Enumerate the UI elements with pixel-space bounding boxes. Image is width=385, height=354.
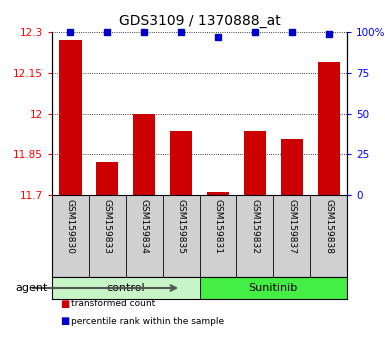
Bar: [207, 192, 229, 195]
Text: GSM159832: GSM159832: [250, 199, 259, 254]
Text: ■: ■: [60, 299, 69, 309]
Text: control: control: [106, 283, 145, 293]
Bar: [96, 162, 118, 195]
Bar: [170, 131, 192, 195]
Text: GSM159834: GSM159834: [140, 199, 149, 254]
Bar: [244, 131, 266, 195]
Text: GSM159837: GSM159837: [287, 199, 296, 254]
Text: GSM159831: GSM159831: [213, 199, 223, 254]
Text: GSM159838: GSM159838: [324, 199, 333, 254]
Bar: [281, 139, 303, 195]
Text: GSM159835: GSM159835: [177, 199, 186, 254]
Bar: [133, 114, 155, 195]
Text: GSM159833: GSM159833: [103, 199, 112, 254]
Bar: [318, 62, 340, 195]
Text: agent: agent: [16, 283, 48, 293]
Text: ■: ■: [60, 316, 69, 326]
Title: GDS3109 / 1370888_at: GDS3109 / 1370888_at: [119, 14, 280, 28]
Text: transformed count: transformed count: [71, 299, 156, 308]
Text: Sunitinib: Sunitinib: [249, 283, 298, 293]
Text: GSM159830: GSM159830: [66, 199, 75, 254]
Bar: [199, 277, 347, 299]
Text: percentile rank within the sample: percentile rank within the sample: [71, 316, 224, 325]
Bar: [59, 40, 82, 195]
Bar: [52, 277, 199, 299]
